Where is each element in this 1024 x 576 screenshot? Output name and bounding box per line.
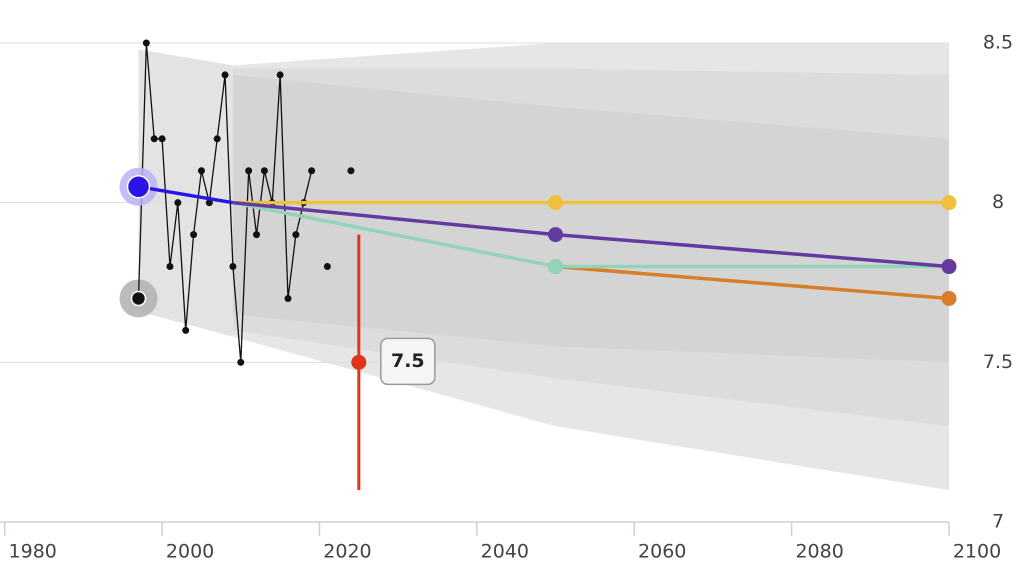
data-point (190, 231, 198, 239)
data-point (221, 71, 229, 79)
x-tick-label: 2100 (953, 541, 1001, 563)
estimate-label: 7.5 (391, 350, 425, 372)
data-point (941, 259, 957, 275)
data-point (276, 71, 284, 79)
data-point (253, 231, 261, 239)
data-point (150, 135, 158, 143)
data-point (548, 259, 564, 275)
y-tick-label: 8.5 (983, 32, 1013, 54)
data-point (323, 263, 331, 271)
data-point (347, 167, 355, 175)
x-tick-label: 2060 (638, 541, 686, 563)
x-tick-label: 1980 (9, 541, 57, 563)
data-point (182, 326, 190, 334)
data-point (292, 231, 300, 239)
data-point (229, 263, 237, 271)
data-point (548, 195, 564, 211)
y-tick-label: 8 (992, 191, 1004, 213)
series-line (138, 184, 234, 205)
series-line (555, 264, 950, 301)
data-point (197, 167, 205, 175)
data-point (941, 195, 957, 211)
y-tick-label: 7.5 (983, 351, 1013, 373)
data-point (166, 263, 174, 271)
start-point (130, 290, 147, 307)
data-point (142, 39, 150, 47)
y-tick-label: 7 (992, 511, 1004, 533)
start-point (126, 174, 151, 199)
estimate-point (351, 354, 367, 370)
data-point (260, 167, 268, 175)
data-point (941, 290, 957, 306)
data-point (205, 199, 213, 207)
x-tick-label: 2080 (795, 541, 843, 563)
x-tick-label: 2000 (166, 541, 214, 563)
data-point (158, 135, 166, 143)
estimate-label-box (380, 337, 436, 386)
data-point (245, 167, 253, 175)
data-point (237, 358, 245, 366)
data-point (213, 135, 221, 143)
data-point (548, 227, 564, 243)
data-point (174, 199, 182, 207)
uncertainty-band (232, 74, 949, 363)
x-tick-label: 2040 (481, 541, 529, 563)
x-tick-label: 2020 (323, 541, 371, 563)
data-point (284, 294, 292, 302)
data-point (308, 167, 316, 175)
